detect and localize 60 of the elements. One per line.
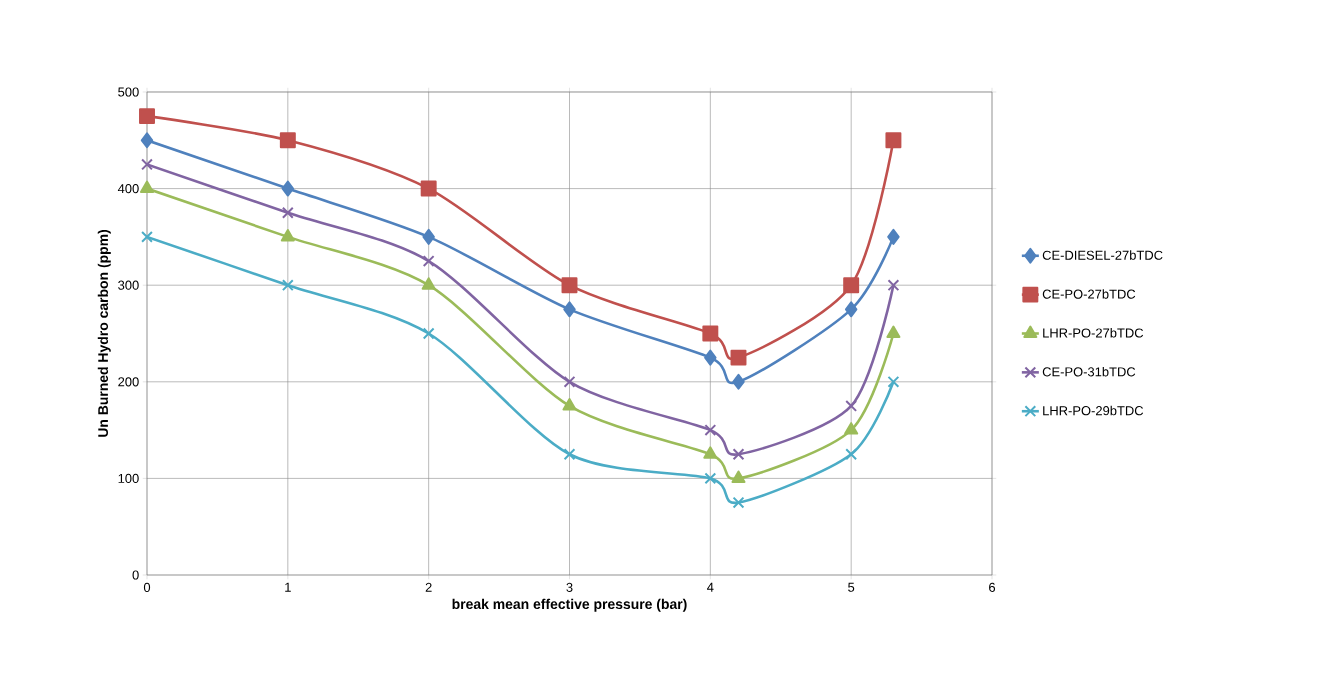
y-tick-label: 100 bbox=[118, 473, 139, 483]
point bbox=[732, 373, 745, 390]
point bbox=[731, 470, 746, 483]
point bbox=[281, 206, 294, 219]
point bbox=[422, 327, 435, 340]
y-tick-label: 500 bbox=[118, 87, 139, 97]
legend-label: CE-DIESEL-27bTDC bbox=[1042, 250, 1163, 260]
point bbox=[886, 325, 901, 338]
point bbox=[845, 448, 858, 461]
x-tick-label: 0 bbox=[143, 582, 151, 592]
x-axis-title: break mean effective pressure (bar) bbox=[452, 598, 687, 612]
x-tick-label: 3 bbox=[566, 582, 573, 592]
point bbox=[703, 446, 718, 459]
point bbox=[281, 279, 294, 292]
point bbox=[730, 349, 747, 366]
point bbox=[563, 301, 576, 318]
point bbox=[563, 375, 576, 388]
point bbox=[281, 180, 295, 197]
point bbox=[885, 132, 902, 149]
point bbox=[139, 180, 155, 194]
y-tick-label: 200 bbox=[118, 377, 139, 387]
point bbox=[732, 496, 745, 509]
point bbox=[421, 277, 436, 290]
y-axis-title: Un Burned Hydro carbon (ppm) bbox=[97, 229, 111, 437]
legend-label: LHR-PO-27bTDC bbox=[1043, 328, 1144, 338]
point bbox=[843, 277, 860, 294]
point bbox=[704, 472, 717, 485]
point bbox=[280, 228, 295, 242]
point bbox=[562, 397, 577, 411]
point bbox=[420, 180, 437, 197]
x-tick-label: 5 bbox=[848, 582, 855, 592]
point bbox=[887, 279, 900, 292]
point bbox=[422, 228, 435, 245]
point bbox=[422, 255, 435, 267]
point bbox=[141, 230, 153, 243]
x-tick-label: 2 bbox=[425, 582, 432, 592]
point bbox=[887, 375, 900, 388]
point bbox=[704, 424, 717, 437]
y-tick-label: 300 bbox=[118, 280, 139, 290]
point bbox=[844, 422, 859, 435]
point bbox=[732, 448, 745, 461]
point bbox=[279, 132, 296, 149]
point bbox=[141, 158, 153, 171]
legend-label: LHR-PO-29bTDC bbox=[1043, 405, 1144, 416]
point bbox=[702, 325, 719, 342]
legend-label: CE-PO-31bTDC bbox=[1042, 366, 1136, 377]
point bbox=[140, 132, 154, 149]
x-tick-label: 6 bbox=[989, 582, 996, 592]
point bbox=[844, 301, 858, 318]
point bbox=[887, 228, 900, 245]
point bbox=[704, 349, 717, 366]
x-tick-label: 4 bbox=[707, 582, 714, 592]
y-tick-label: 400 bbox=[117, 184, 139, 194]
point bbox=[845, 400, 858, 412]
point bbox=[563, 448, 576, 461]
y-tick-label: 0 bbox=[132, 570, 139, 580]
x-tick-label: 1 bbox=[285, 582, 291, 592]
legend-label: CE-PO-27bTDC bbox=[1042, 289, 1136, 299]
point bbox=[561, 277, 578, 294]
point bbox=[139, 108, 155, 125]
